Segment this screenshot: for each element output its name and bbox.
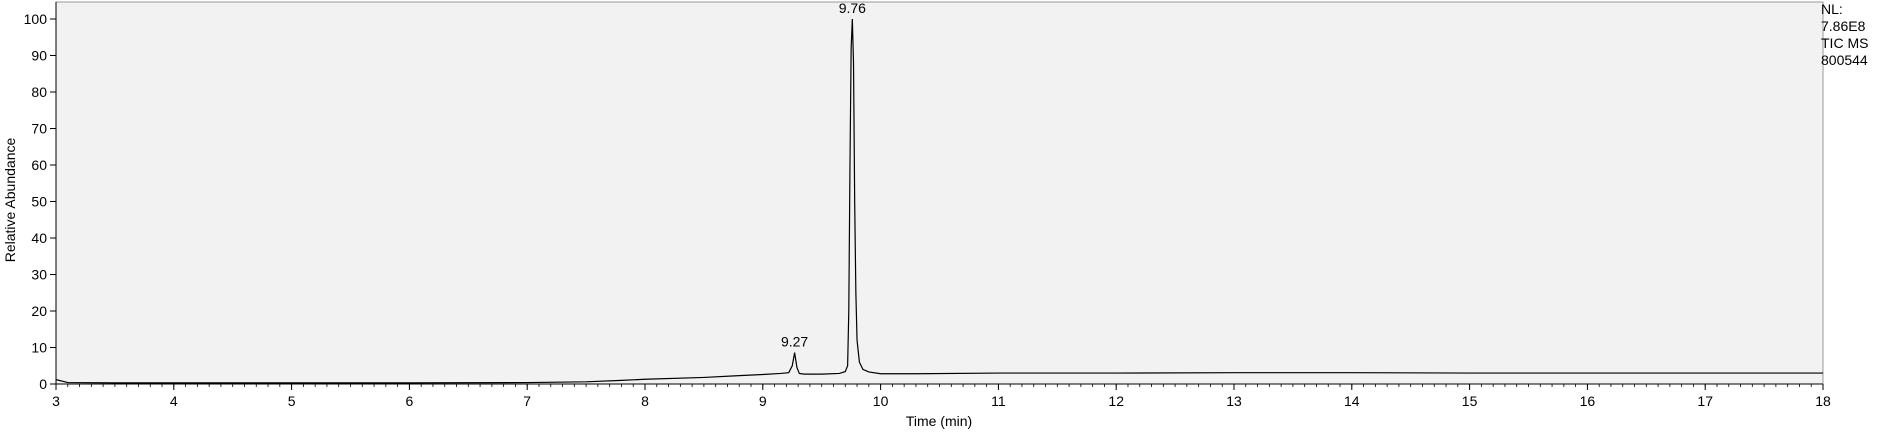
x-tick-label: 14 [1344,393,1360,409]
y-tick-label: 70 [31,121,47,137]
y-tick-label: 100 [24,11,48,27]
x-tick-label: 8 [641,393,649,409]
y-tick-label: 10 [31,340,47,356]
nl-value: 7.86E8 [1821,18,1866,34]
x-axis: 3 4 5 6 7 8 9 10 11 12 13 14 15 16 17 18 [52,384,1831,409]
y-axis: 0 10 20 30 40 50 60 70 80 90 100 [24,11,56,392]
x-tick-label: 11 [991,393,1006,409]
x-tick-label: 10 [873,393,889,409]
normalization-info: NL: 7.86E8 TIC MS 800544 [1821,1,1868,69]
detector-label: TIC MS [1821,35,1869,51]
x-tick-label: 7 [523,393,531,409]
x-tick-label: 4 [170,393,178,409]
x-tick-label: 12 [1108,393,1124,409]
x-tick-label: 6 [406,393,414,409]
y-tick-label: 20 [31,303,47,319]
x-tick-label: 17 [1697,393,1713,409]
y-axis-label: Relative Abundance [2,138,18,263]
x-tick-label: 13 [1226,393,1242,409]
x-tick-label: 16 [1580,393,1596,409]
peak-annotations: 9.27 9.76 [781,0,866,350]
x-tick-label: 15 [1462,393,1478,409]
x-axis-label: Time (min) [906,413,972,429]
y-tick-label: 80 [31,84,47,100]
x-tick-label: 3 [52,393,60,409]
y-tick-label: 40 [31,230,47,246]
y-tick-label: 50 [31,194,47,210]
plot-area [55,1,1824,385]
peak-label: 9.27 [781,334,808,350]
nl-label: NL: [1821,1,1843,17]
y-tick-label: 0 [39,376,47,392]
x-tick-label: 9 [759,393,767,409]
y-tick-label: 60 [31,157,47,173]
peak-label: 9.76 [839,0,866,16]
x-tick-label: 5 [288,393,296,409]
x-tick-label: 18 [1815,393,1831,409]
y-tick-label: 30 [31,267,47,283]
y-tick-label: 90 [31,48,47,64]
sample-id: 800544 [1821,52,1868,68]
tic-trace [55,18,1823,384]
